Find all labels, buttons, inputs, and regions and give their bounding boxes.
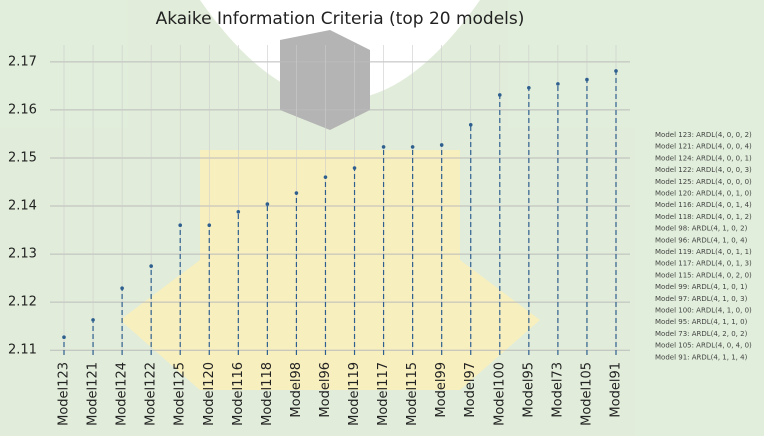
legend-note: Model 99: ARDL(4, 1, 0, 1) xyxy=(655,283,748,291)
legend-note: Model 123: ARDL(4, 0, 0, 2) xyxy=(655,131,752,139)
y-tick-label: 2.13 xyxy=(8,247,37,262)
x-tick-label: Model124 xyxy=(115,362,130,426)
point xyxy=(468,122,473,127)
point xyxy=(439,143,444,147)
point xyxy=(236,209,241,214)
legend-note: Model 118: ARDL(4, 0, 1, 2) xyxy=(655,213,752,221)
legend-note: Model 98: ARDL(4, 1, 0, 2) xyxy=(655,225,748,233)
x-tick-label: Model123 xyxy=(57,362,72,426)
x-tick-label: Model98 xyxy=(289,362,304,418)
point xyxy=(265,202,270,206)
x-tick-label: Model105 xyxy=(579,362,594,426)
legend-note: Model 96: ARDL(4, 1, 0, 4) xyxy=(655,236,748,244)
x-tick-label: Model96 xyxy=(318,362,333,418)
legend-note: Model 125: ARDL(4, 0, 0, 0) xyxy=(655,178,752,186)
legend-note: Model 115: ARDL(4, 0, 2, 0) xyxy=(655,271,752,279)
point xyxy=(527,85,531,90)
point xyxy=(120,286,124,290)
x-tick-label: Model122 xyxy=(144,362,159,426)
point xyxy=(585,77,589,82)
legend-note: Model 117: ARDL(4, 0, 1, 3) xyxy=(655,260,752,268)
legend-note: Model 124: ARDL(4, 0, 0, 1) xyxy=(655,154,752,162)
point xyxy=(62,335,66,340)
point xyxy=(149,264,153,268)
point xyxy=(556,82,560,86)
point xyxy=(614,69,618,73)
x-tick-label: Model116 xyxy=(231,362,246,426)
x-tick-label: Model97 xyxy=(463,362,478,418)
y-tick-label: 2.11 xyxy=(8,343,37,358)
legend-note: Model 91: ARDL(4, 1, 1, 4) xyxy=(655,353,748,361)
x-tick-label: Model117 xyxy=(376,362,391,426)
chart-title: Akaike Information Criteria (top 20 mode… xyxy=(156,9,525,29)
x-tick-label: Model125 xyxy=(173,362,188,426)
x-tick-label: Model120 xyxy=(202,362,217,426)
point xyxy=(323,175,328,179)
x-tick-label: Model99 xyxy=(434,362,449,418)
legend-note: Model 122: ARDL(4, 0, 0, 3) xyxy=(655,166,752,174)
y-tick-label: 2.15 xyxy=(8,150,37,165)
x-tick-label: Model119 xyxy=(347,362,362,426)
point xyxy=(294,191,299,195)
x-tick-label: Model91 xyxy=(609,362,624,418)
x-tick-label: Model95 xyxy=(521,362,536,418)
point xyxy=(91,318,95,322)
x-tick-label: Model115 xyxy=(405,362,420,426)
x-tick-label: Model118 xyxy=(260,362,275,426)
point xyxy=(381,145,386,149)
legend-note: Model 105: ARDL(4, 0, 4, 0) xyxy=(655,342,752,350)
y-tick-label: 2.17 xyxy=(8,54,37,69)
point xyxy=(207,223,212,228)
legend-note: Model 121: ARDL(4, 0, 0, 4) xyxy=(655,143,752,151)
x-tick-label: Model73 xyxy=(550,362,565,418)
x-tick-label: Model100 xyxy=(492,362,507,426)
point xyxy=(410,145,415,149)
legend-note: Model 97: ARDL(4, 1, 0, 3) xyxy=(655,295,748,303)
legend-note: Model 100: ARDL(4, 1, 0, 0) xyxy=(655,307,752,315)
point xyxy=(178,223,183,228)
legend-note: Model 120: ARDL(4, 0, 1, 0) xyxy=(655,190,752,198)
legend-note: Model 119: ARDL(4, 0, 1, 1) xyxy=(655,248,752,256)
point xyxy=(497,93,502,97)
y-tick-label: 2.12 xyxy=(8,295,37,310)
x-tick-label: Model121 xyxy=(86,362,101,426)
legend-note: Model 73: ARDL(4, 2, 0, 2) xyxy=(655,330,748,338)
y-tick-label: 2.16 xyxy=(8,102,37,117)
point xyxy=(352,166,357,170)
legend-note: Model 95: ARDL(4, 1, 1, 0) xyxy=(655,318,748,326)
y-tick-label: 2.14 xyxy=(8,199,37,214)
legend-note: Model 116: ARDL(4, 0, 1, 4) xyxy=(655,201,752,209)
